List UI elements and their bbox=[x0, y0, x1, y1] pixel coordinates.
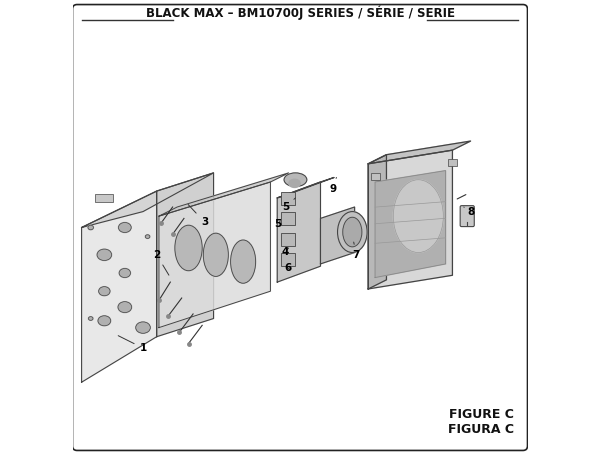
Ellipse shape bbox=[145, 235, 150, 238]
Text: 3: 3 bbox=[188, 204, 208, 227]
Text: BLACK MAX – BM10700J SERIES / SÉRIE / SERIE: BLACK MAX – BM10700J SERIES / SÉRIE / SE… bbox=[146, 5, 455, 20]
FancyBboxPatch shape bbox=[281, 192, 295, 205]
Polygon shape bbox=[157, 173, 214, 337]
FancyBboxPatch shape bbox=[95, 194, 113, 202]
Text: FIGURE C: FIGURE C bbox=[449, 408, 514, 420]
Polygon shape bbox=[277, 177, 334, 198]
Text: 5: 5 bbox=[275, 219, 282, 229]
Polygon shape bbox=[82, 191, 157, 382]
Ellipse shape bbox=[136, 322, 151, 333]
Polygon shape bbox=[368, 141, 470, 164]
Ellipse shape bbox=[88, 317, 93, 320]
Polygon shape bbox=[368, 155, 386, 289]
Polygon shape bbox=[368, 150, 452, 289]
Text: 6: 6 bbox=[284, 263, 292, 273]
Text: 8: 8 bbox=[464, 207, 474, 217]
Polygon shape bbox=[277, 182, 320, 282]
Ellipse shape bbox=[98, 287, 110, 296]
FancyBboxPatch shape bbox=[281, 212, 295, 225]
Ellipse shape bbox=[230, 240, 256, 283]
Polygon shape bbox=[82, 173, 214, 228]
Ellipse shape bbox=[98, 316, 111, 326]
Text: 1: 1 bbox=[118, 336, 146, 353]
Text: 7: 7 bbox=[353, 242, 360, 260]
FancyBboxPatch shape bbox=[371, 173, 380, 180]
Ellipse shape bbox=[338, 212, 367, 253]
Text: 5: 5 bbox=[282, 198, 295, 212]
Ellipse shape bbox=[203, 233, 229, 277]
Polygon shape bbox=[159, 182, 271, 328]
Ellipse shape bbox=[343, 217, 362, 247]
Ellipse shape bbox=[119, 268, 131, 278]
Ellipse shape bbox=[175, 225, 202, 271]
Ellipse shape bbox=[118, 222, 131, 233]
Text: 9: 9 bbox=[329, 177, 337, 194]
Ellipse shape bbox=[97, 249, 112, 260]
Ellipse shape bbox=[118, 302, 131, 313]
Polygon shape bbox=[320, 207, 355, 264]
Text: 4: 4 bbox=[282, 247, 289, 257]
FancyBboxPatch shape bbox=[281, 233, 295, 246]
Polygon shape bbox=[159, 173, 289, 216]
FancyBboxPatch shape bbox=[460, 206, 474, 227]
Ellipse shape bbox=[88, 225, 94, 230]
Ellipse shape bbox=[289, 179, 300, 187]
Polygon shape bbox=[375, 171, 446, 278]
Ellipse shape bbox=[284, 173, 307, 187]
FancyBboxPatch shape bbox=[448, 159, 457, 166]
Text: FIGURA C: FIGURA C bbox=[448, 424, 514, 436]
FancyBboxPatch shape bbox=[281, 253, 295, 266]
Ellipse shape bbox=[393, 180, 443, 253]
Text: 2: 2 bbox=[153, 250, 169, 275]
